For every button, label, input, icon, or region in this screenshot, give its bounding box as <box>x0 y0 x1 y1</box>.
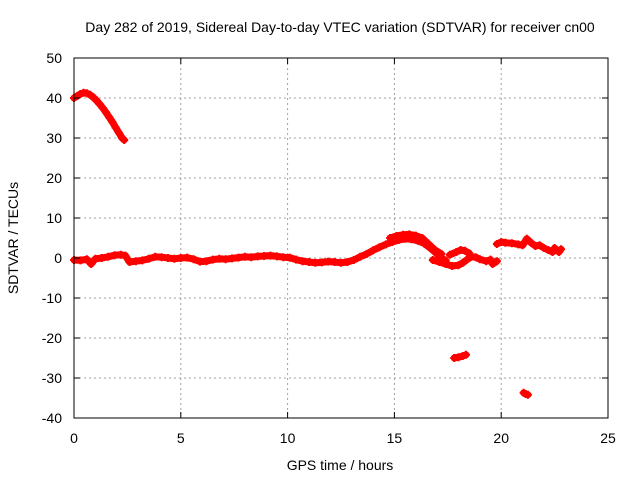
data-point <box>486 255 495 264</box>
series-arc-3-upper <box>445 246 474 259</box>
data-point <box>405 230 414 239</box>
data-point <box>285 253 294 262</box>
data-point <box>463 255 472 264</box>
data-point <box>445 250 454 259</box>
y-tick-label: 30 <box>46 130 62 146</box>
x-axis-label: GPS time / hours <box>287 457 394 473</box>
data-point <box>76 256 85 265</box>
data-point <box>343 258 352 266</box>
data-point <box>522 234 531 243</box>
data-point <box>114 128 123 137</box>
data-point <box>539 244 548 252</box>
data-point <box>375 243 384 252</box>
data-point <box>183 253 192 262</box>
data-point <box>557 245 566 254</box>
data-point <box>518 241 527 250</box>
data-point <box>349 256 358 264</box>
data-point <box>430 246 439 254</box>
data-point <box>507 239 516 248</box>
data-point <box>189 255 198 264</box>
data-point <box>392 232 401 240</box>
data-point <box>428 256 437 264</box>
data-point <box>98 104 107 112</box>
data-point <box>138 256 147 265</box>
x-tick-label: 15 <box>387 430 403 446</box>
data-point <box>111 123 120 132</box>
series-arc-4 <box>492 234 557 256</box>
series-outlier-1 <box>450 350 470 362</box>
data-point <box>452 248 461 256</box>
series-arc-3 <box>428 252 501 270</box>
data-point <box>87 260 96 268</box>
data-point <box>454 353 463 362</box>
data-point <box>465 249 474 258</box>
data-point <box>411 231 420 240</box>
data-point <box>454 261 463 270</box>
series-outlier-2 <box>519 388 532 399</box>
y-tick-label: -30 <box>42 370 62 386</box>
data-point <box>475 255 484 264</box>
data-point <box>435 258 444 266</box>
data-point <box>544 246 553 254</box>
x-tick-label: 10 <box>280 430 296 446</box>
data-point <box>418 234 427 242</box>
data-point <box>441 260 450 268</box>
chart-title: Day 282 of 2019, Sidereal Day-to-day VTE… <box>85 19 595 35</box>
plot-frame <box>73 57 609 419</box>
data-point <box>460 246 469 255</box>
data-point <box>104 252 113 261</box>
data-point <box>437 250 446 258</box>
series-arc-5 <box>550 244 566 256</box>
data-point <box>527 238 536 247</box>
data-point <box>492 257 501 266</box>
series-arc-1 <box>70 88 129 144</box>
data-point <box>102 108 111 117</box>
y-tick-label: 10 <box>46 210 62 226</box>
y-tick-label: 20 <box>46 170 62 186</box>
data-point <box>535 241 544 250</box>
data-point <box>482 257 491 266</box>
data-marks <box>70 88 566 399</box>
data-point <box>105 113 114 122</box>
data-point <box>471 253 480 262</box>
data-point <box>424 240 433 248</box>
x-tick-label: 20 <box>493 430 509 446</box>
data-point <box>292 255 301 264</box>
y-tick-label: 0 <box>54 250 62 266</box>
data-point <box>488 260 497 268</box>
axis-ticks: 0 5 10 15 20 25 -40 -30 -20 -10 0 10 20 30 40 50 <box>42 50 616 446</box>
data-point <box>144 254 153 263</box>
data-point <box>362 250 371 258</box>
grid-lines <box>74 58 608 418</box>
data-point <box>458 258 467 267</box>
data-point <box>386 234 395 242</box>
data-point <box>202 257 211 266</box>
data-point <box>82 255 91 264</box>
data-point <box>356 252 365 261</box>
x-tick-label: 25 <box>600 430 616 446</box>
y-tick-label: -10 <box>42 290 62 306</box>
x-tick-label: 5 <box>177 430 185 446</box>
x-tick-label: 0 <box>70 430 78 446</box>
y-tick-label: -20 <box>42 330 62 346</box>
y-tick-label: 50 <box>46 50 62 66</box>
data-point <box>97 254 106 262</box>
data-point <box>108 118 117 126</box>
data-point <box>492 240 501 248</box>
data-point <box>461 350 470 359</box>
data-point <box>121 251 130 260</box>
data-point <box>523 390 532 399</box>
y-tick-label: 40 <box>46 90 62 106</box>
data-point <box>120 136 129 144</box>
data-point <box>381 240 390 249</box>
y-tick-label: -40 <box>42 410 62 426</box>
data-point <box>369 246 378 255</box>
series-arc-2-upper <box>386 230 446 258</box>
y-axis-label: SDTVAR / TECUs <box>5 182 21 294</box>
